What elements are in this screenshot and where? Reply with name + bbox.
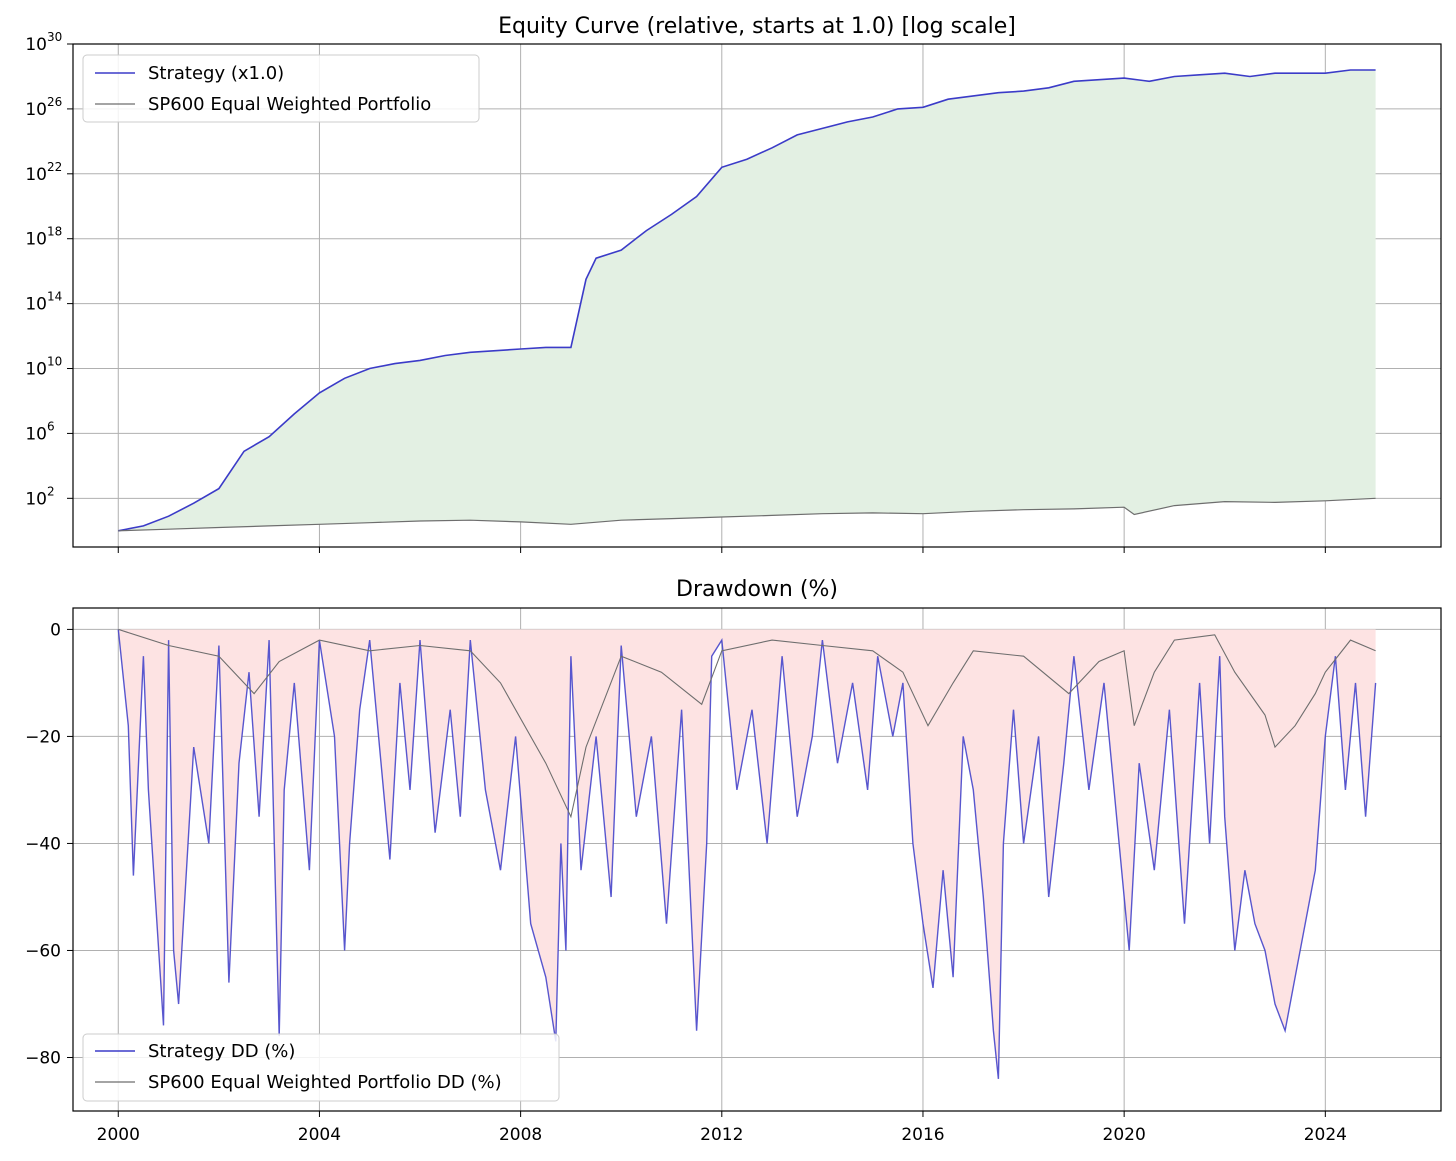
equity-y-tick-label: 10 [25,489,47,509]
equity-panel: Equity Curve (relative, starts at 1.0) [… [25,14,1442,553]
equity-y-tick-exponent: 6 [47,419,55,433]
equity-legend: Strategy (x1.0) SP600 Equal Weighted Por… [82,54,480,123]
equity-y-tick-label: 10 [25,35,47,55]
drawdown-benchmark-line [118,628,1376,819]
equity-chart-title: Equity Curve (relative, starts at 1.0) [… [498,14,1016,39]
equity-y-tick-exponent: 10 [47,355,62,369]
drawdown-x-tick-label: 2008 [499,1125,542,1145]
drawdown-y-tick-label: −20 [25,727,61,747]
equity-y-tick-label: 10 [25,295,47,315]
drawdown-panel: Drawdown (%) 0−20−40−60−80 2000 2004 2008 2… [25,577,1442,1145]
equity-y-tick-label: 10 [25,230,47,250]
drawdown-y-tick-label: −80 [25,1048,61,1068]
drawdown-x-tick-label: 2016 [901,1125,944,1145]
drawdown-y-tick-label: −40 [25,834,61,854]
drawdown-strategy-line [117,629,1377,1079]
drawdown-x-tick-label: 2024 [1304,1125,1347,1145]
drawdown-legend-box [82,1033,560,1102]
drawdown-legend-label-strategy: Strategy DD (%) [148,1041,295,1062]
drawdown-chart-title: Drawdown (%) [676,577,838,602]
equity-y-tick-label: 10 [25,424,47,444]
equity-y-tick-label: 10 [25,100,47,120]
equity-legend-box [82,54,480,123]
equity-y-tick-exponent: 22 [47,160,62,174]
equity-legend-label-benchmark: SP600 Equal Weighted Portfolio [148,94,431,115]
drawdown-plot-frame [72,607,1442,1112]
equity-x-ticks [117,547,1326,553]
equity-strategy-line [118,69,1376,532]
drawdown-y-tick-label: 0 [50,620,61,640]
equity-plot-frame [72,43,1442,548]
drawdown-x-ticks: 2000 2004 2008 2012 2016 2020 2024 [97,1111,1347,1145]
equity-y-tick-exponent: 2 [47,484,55,498]
equity-y-tick-label: 10 [25,165,47,185]
equity-benchmark-line [118,497,1376,532]
drawdown-x-tick-label: 2012 [700,1125,743,1145]
drawdown-legend-label-benchmark: SP600 Equal Weighted Portfolio DD (%) [148,1072,502,1093]
equity-y-tick-exponent: 14 [47,290,62,304]
drawdown-series [117,628,1377,1079]
drawdown-x-tick-label: 2000 [97,1125,140,1145]
drawdown-legend: Strategy DD (%) SP600 Equal Weighted Por… [82,1033,560,1102]
equity-y-tick-exponent: 18 [47,225,62,239]
drawdown-y-tick-label: −60 [25,941,61,961]
drawdown-fill-area [118,629,1376,1079]
drawdown-x-tick-label: 2020 [1103,1125,1146,1145]
equity-y-tick-exponent: 30 [47,30,62,44]
equity-y-tick-exponent: 26 [47,95,62,109]
equity-series [118,69,1376,532]
drawdown-x-tick-label: 2004 [298,1125,341,1145]
equity-legend-label-strategy: Strategy (x1.0) [148,63,284,84]
drawdown-y-ticks: 0 −20 −40 −60 −80 [25,620,73,1068]
equity-fill-area [118,69,1376,531]
equity-y-tick-label: 10 [25,360,47,380]
